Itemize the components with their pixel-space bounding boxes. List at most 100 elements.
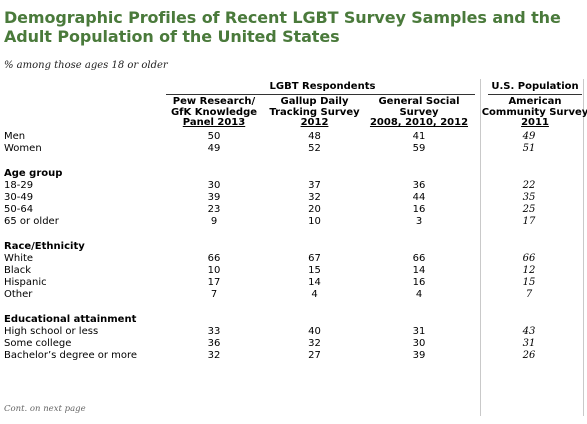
cell-value: 66 <box>207 253 221 264</box>
table-row: Bachelor’s degree or more 32 27 39 26 <box>4 350 585 362</box>
table-row: 65 or older 9 10 3 17 <box>4 216 585 228</box>
table-row: Men 50 48 41 49 <box>4 131 585 143</box>
row-spacer <box>4 155 585 167</box>
column-header-line: American <box>508 96 562 107</box>
column-header-gss: General Social Survey 2008, 2010, 2012 <box>365 96 473 129</box>
section-row: Educational attainment <box>4 313 585 326</box>
row-label: 50-64 <box>4 204 34 215</box>
row-label: Black <box>4 265 32 276</box>
cell-value: 14 <box>412 265 426 276</box>
column-header-line: 2011 <box>521 117 549 128</box>
row-spacer <box>4 301 585 313</box>
group-header-us: U.S. Population <box>491 81 579 92</box>
cell-value: 35 <box>522 192 536 203</box>
cell-value: 66 <box>412 253 426 264</box>
table-row: High school or less 33 40 31 43 <box>4 326 585 338</box>
cell-value: 15 <box>522 277 536 288</box>
column-divider <box>480 79 481 416</box>
cell-value: 16 <box>412 204 426 215</box>
table-row: 30-49 39 32 44 35 <box>4 192 585 204</box>
column-header-line: Pew Research/ <box>172 96 256 107</box>
row-label: Some college <box>4 338 72 349</box>
cell-value: 10 <box>308 216 321 227</box>
cell-value: 23 <box>207 204 221 215</box>
row-label: Men <box>4 131 26 142</box>
cell-value: 7 <box>210 289 218 300</box>
cell-value: 15 <box>308 265 321 276</box>
cell-value: 25 <box>522 204 536 215</box>
cell-value: 32 <box>207 350 221 361</box>
column-header-line: Community Survey <box>481 106 587 118</box>
row-label: White <box>4 253 34 264</box>
cell-value: 48 <box>308 131 321 142</box>
cell-value: 67 <box>308 253 321 264</box>
column-divider <box>583 79 584 416</box>
table-row: Some college 36 32 30 31 <box>4 338 585 350</box>
column-header-pew: Pew Research/ GfK Knowledge Panel 2013 <box>164 96 264 129</box>
cell-value: 52 <box>308 143 321 154</box>
cell-value: 37 <box>308 180 321 191</box>
cell-value: 59 <box>412 143 426 154</box>
cell-value: 40 <box>308 326 321 337</box>
table-row: Hispanic 17 14 16 15 <box>4 277 585 289</box>
group-rule-us <box>488 94 582 95</box>
column-header-line: Gallup Daily <box>280 96 349 107</box>
column-header-acs: American Community Survey 2011 <box>479 96 587 129</box>
column-header-line: 2012 <box>300 117 329 128</box>
row-label: High school or less <box>4 326 99 337</box>
subtitle: % among those ages 18 or older <box>4 60 168 71</box>
cell-value: 17 <box>207 277 221 288</box>
group-header-lgbt: LGBT Respondents <box>269 81 376 92</box>
cell-value: 30 <box>412 338 426 349</box>
cell-value: 26 <box>522 350 536 361</box>
column-header-line: 2008, 2010, 2012 <box>369 117 469 128</box>
table-row: Black 10 15 14 12 <box>4 265 585 277</box>
cell-value: 32 <box>308 338 321 349</box>
group-rule-lgbt <box>166 94 475 95</box>
table-row: White 66 67 66 66 <box>4 253 585 265</box>
cell-value: 43 <box>522 326 536 337</box>
table-row: 18-29 30 37 36 22 <box>4 180 585 192</box>
row-label: 30-49 <box>4 192 34 203</box>
row-label: Women <box>4 143 42 154</box>
cell-value: 31 <box>412 326 426 337</box>
row-label: 65 or older <box>4 216 59 227</box>
column-header-line: Tracking Survey <box>269 106 360 118</box>
cell-value: 31 <box>522 338 536 349</box>
row-label: 18-29 <box>4 180 34 191</box>
cell-value: 33 <box>207 326 221 337</box>
cell-value: 32 <box>308 192 321 203</box>
cell-value: 27 <box>308 350 321 361</box>
footnote: Cont. on next page <box>4 404 86 414</box>
cell-value: 44 <box>412 192 426 203</box>
cell-value: 17 <box>522 216 536 227</box>
cell-value: 51 <box>522 143 536 154</box>
page-title: Demographic Profiles of Recent LGBT Surv… <box>4 8 561 46</box>
table-row: Other 7 4 4 7 <box>4 289 585 301</box>
section-row: Race/Ethnicity <box>4 240 585 253</box>
column-header-line: Survey <box>399 106 439 118</box>
cell-value: 36 <box>207 338 221 349</box>
cell-value: 3 <box>415 216 423 227</box>
cell-value: 16 <box>412 277 426 288</box>
cell-value: 12 <box>522 265 536 276</box>
cell-value: 20 <box>308 204 321 215</box>
cell-value: 49 <box>522 131 536 142</box>
cell-value: 22 <box>522 180 536 191</box>
cell-value: 49 <box>207 143 221 154</box>
cell-value: 14 <box>308 277 321 288</box>
section-header-education: Educational attainment <box>4 313 137 325</box>
cell-value: 4 <box>415 289 423 300</box>
cell-value: 39 <box>207 192 221 203</box>
row-label: Hispanic <box>4 277 47 288</box>
table-row: Women 49 52 59 51 <box>4 143 585 155</box>
column-header-line: Panel 2013 <box>182 117 246 128</box>
section-header-race: Race/Ethnicity <box>4 240 85 252</box>
column-header-gallup: Gallup Daily Tracking Survey 2012 <box>264 96 365 129</box>
row-label: Other <box>4 289 33 300</box>
cell-value: 10 <box>207 265 221 276</box>
cell-value: 36 <box>412 180 426 191</box>
row-spacer <box>4 228 585 240</box>
data-table: Men 50 48 41 49 Women 49 52 59 51 Age gr… <box>4 131 585 362</box>
cell-value: 50 <box>207 131 221 142</box>
